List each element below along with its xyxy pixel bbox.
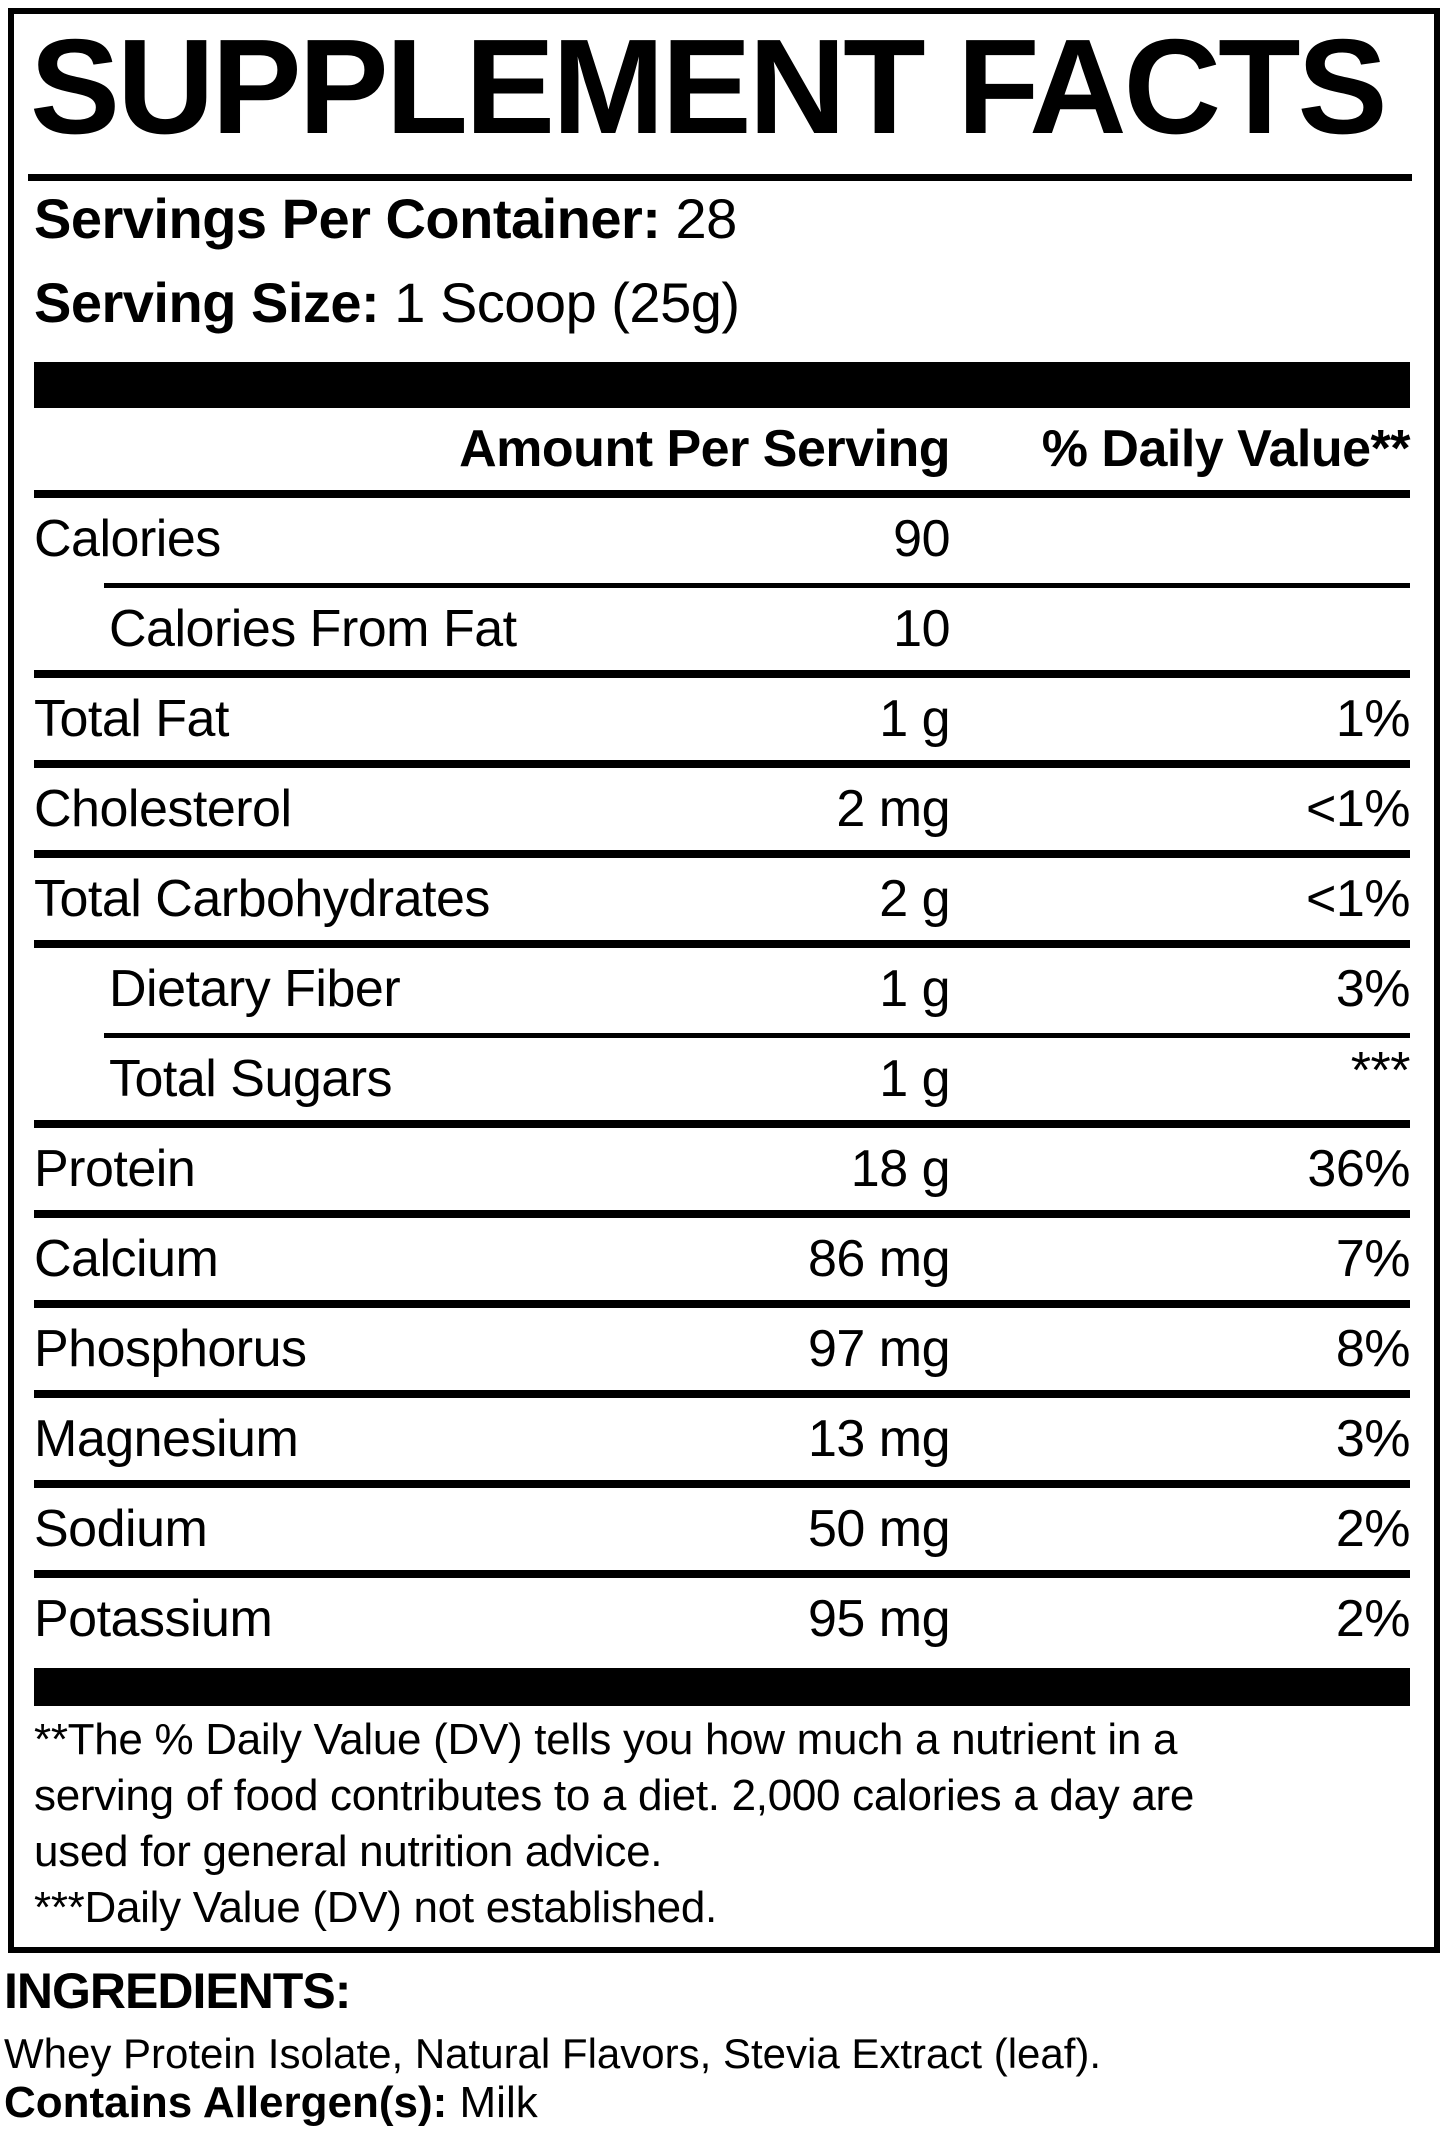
ingredients-heading: INGREDIENTS: bbox=[4, 1963, 351, 2019]
row-divider bbox=[104, 1033, 1410, 1038]
row-divider bbox=[34, 670, 1410, 678]
daily-value-column-header: % Daily Value** bbox=[1041, 420, 1411, 478]
table-row: Potassium 95 mg 2% bbox=[34, 1578, 1411, 1668]
row-divider bbox=[104, 583, 1410, 588]
ingredients-section: INGREDIENTS: Whey Protein Isolate, Natur… bbox=[4, 1962, 1441, 2142]
nutrient-amount: 13 mg bbox=[807, 1410, 951, 1468]
nutrient-label: Total Sugars bbox=[109, 1050, 393, 1108]
nutrient-label: Phosphorus bbox=[34, 1320, 307, 1378]
allergen-label: Contains Allergen(s): bbox=[4, 2078, 448, 2127]
row-divider bbox=[34, 490, 1410, 498]
row-divider bbox=[34, 940, 1410, 948]
nutrient-amount: 1 g bbox=[879, 960, 950, 1018]
nutrient-label: Calories From Fat bbox=[109, 600, 517, 658]
servings-per-container: Servings Per Container: 28 bbox=[34, 186, 1410, 251]
nutrient-label: Total Carbohydrates bbox=[34, 870, 490, 928]
nutrient-amount: 2 g bbox=[879, 870, 950, 928]
nutrient-daily-value: 3% bbox=[1335, 1410, 1411, 1468]
table-row: Calories From Fat 10 bbox=[34, 588, 1410, 678]
allergen-line: Contains Allergen(s): Milk bbox=[4, 2078, 538, 2128]
nutrient-daily-value: <1% bbox=[1305, 870, 1411, 928]
nutrient-amount: 97 mg bbox=[807, 1320, 951, 1378]
table-row: Magnesium 13 mg 3% bbox=[34, 1398, 1411, 1488]
section-bar-bottom bbox=[34, 1668, 1410, 1706]
nutrient-daily-value: 1% bbox=[1335, 690, 1411, 748]
nutrient-daily-value: 2% bbox=[1335, 1590, 1411, 1648]
row-divider bbox=[34, 1120, 1410, 1128]
row-divider bbox=[34, 1480, 1410, 1488]
section-bar-top bbox=[34, 362, 1410, 408]
amount-column-header: Amount Per Serving bbox=[459, 420, 950, 478]
daily-value-footnote: **The % Daily Value (DV) tells you how m… bbox=[34, 1715, 1195, 1876]
nutrient-daily-value: 8% bbox=[1335, 1320, 1411, 1378]
table-row: Calories 90 bbox=[34, 498, 1410, 588]
serving-size: Serving Size: 1 Scoop (25g) bbox=[34, 270, 1410, 335]
table-row: Total Carbohydrates 2 g <1% bbox=[34, 858, 1411, 948]
row-divider bbox=[34, 1570, 1410, 1578]
nutrient-daily-value: 36% bbox=[1307, 1140, 1410, 1198]
nutrient-daily-value: 2% bbox=[1335, 1500, 1411, 1558]
table-header-row: Amount Per Serving % Daily Value** bbox=[34, 408, 1411, 498]
table-row: Sodium 50 mg 2% bbox=[34, 1488, 1411, 1578]
nutrient-amount: 18 g bbox=[850, 1140, 951, 1198]
nutrient-label: Sodium bbox=[34, 1500, 208, 1558]
table-row: Cholesterol 2 mg <1% bbox=[34, 768, 1411, 858]
panel-title: SUPPLEMENT FACTS bbox=[30, 11, 1388, 162]
not-established-footnote: ***Daily Value (DV) not established. bbox=[34, 1883, 717, 1932]
ingredients-list: Whey Protein Isolate, Natural Flavors, S… bbox=[4, 2030, 1102, 2077]
title-divider bbox=[28, 174, 1412, 181]
table-row: Total Sugars 1 g *** bbox=[34, 1038, 1411, 1128]
nutrient-amount: 90 bbox=[893, 510, 950, 568]
table-row: Protein 18 g 36% bbox=[34, 1128, 1410, 1218]
servings-per-container-value: 28 bbox=[675, 187, 738, 250]
nutrient-daily-value: <1% bbox=[1305, 780, 1411, 838]
table-row: Total Fat 1 g 1% bbox=[34, 678, 1411, 768]
row-divider bbox=[34, 1210, 1410, 1218]
row-divider bbox=[34, 1300, 1410, 1308]
nutrient-amount: 86 mg bbox=[807, 1230, 951, 1288]
nutrient-daily-value: 7% bbox=[1335, 1230, 1411, 1288]
nutrient-label: Magnesium bbox=[34, 1410, 299, 1468]
footnotes: **The % Daily Value (DV) tells you how m… bbox=[34, 1712, 1410, 1936]
row-divider bbox=[34, 760, 1410, 768]
allergen-value: Milk bbox=[459, 2078, 538, 2127]
table-row: Phosphorus 97 mg 8% bbox=[34, 1308, 1411, 1398]
nutrient-daily-value: *** bbox=[1350, 1042, 1411, 1100]
nutrient-label: Calories bbox=[34, 510, 221, 568]
servings-per-container-label: Servings Per Container: bbox=[34, 187, 661, 250]
nutrient-label: Calcium bbox=[34, 1230, 219, 1288]
nutrient-amount: 2 mg bbox=[836, 780, 950, 838]
nutrient-amount: 1 g bbox=[879, 690, 950, 748]
serving-size-label: Serving Size: bbox=[34, 271, 380, 334]
nutrition-table: Amount Per Serving % Daily Value** Calor… bbox=[34, 408, 1411, 1668]
row-divider bbox=[34, 1390, 1410, 1398]
serving-size-value: 1 Scoop (25g) bbox=[394, 271, 740, 334]
nutrient-amount: 1 g bbox=[879, 1050, 950, 1108]
nutrient-label: Protein bbox=[34, 1140, 196, 1198]
nutrient-daily-value: 3% bbox=[1335, 960, 1411, 1018]
supplement-facts-panel: SUPPLEMENT FACTS Servings Per Container:… bbox=[8, 8, 1440, 1953]
nutrient-label: Dietary Fiber bbox=[109, 960, 401, 1018]
nutrient-label: Total Fat bbox=[34, 690, 229, 748]
row-divider bbox=[34, 850, 1410, 858]
nutrient-label: Cholesterol bbox=[34, 780, 292, 838]
nutrient-label: Potassium bbox=[34, 1590, 273, 1648]
nutrient-amount: 95 mg bbox=[807, 1590, 951, 1648]
table-row: Calcium 86 mg 7% bbox=[34, 1218, 1411, 1308]
nutrient-amount: 50 mg bbox=[807, 1500, 951, 1558]
table-row: Dietary Fiber 1 g 3% bbox=[34, 948, 1411, 1038]
nutrient-amount: 10 bbox=[893, 600, 950, 658]
